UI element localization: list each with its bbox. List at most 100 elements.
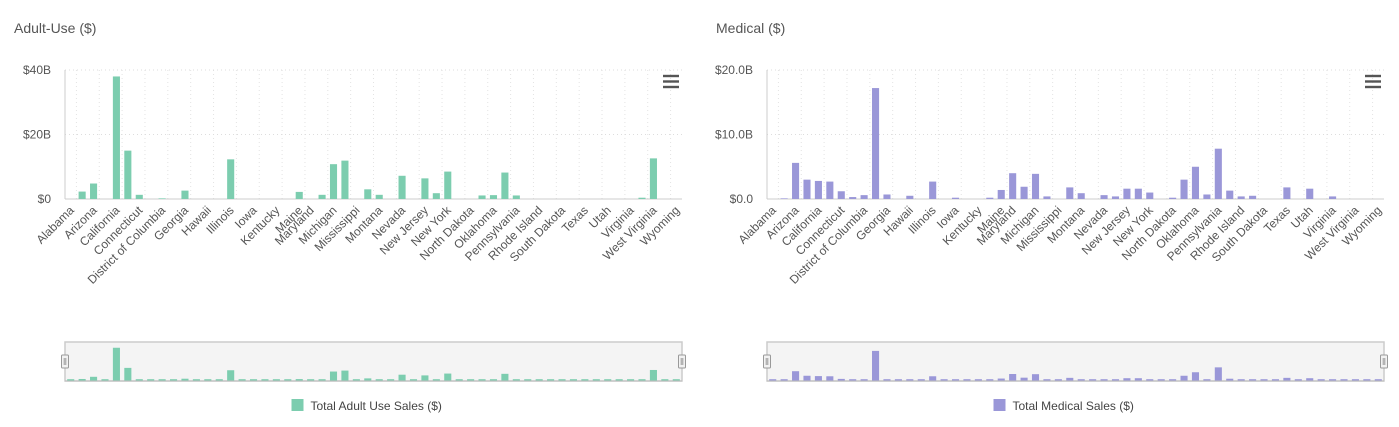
bar[interactable]: New Jersey: 6.4 xyxy=(421,178,429,199)
navigator-bar xyxy=(1374,379,1382,381)
navigator[interactable] xyxy=(763,341,1388,382)
bar[interactable]: Rhode Island: 0.4 xyxy=(1237,196,1245,199)
bar[interactable]: Massachusetts: 1.3 xyxy=(318,194,326,199)
bar[interactable]: Massachusetts: 1.9 xyxy=(1020,186,1028,199)
bar[interactable]: Ohio: 1.1 xyxy=(478,195,486,199)
navigator-bar xyxy=(672,379,680,381)
bar[interactable]: Maine: 2.2 xyxy=(295,191,303,199)
bar[interactable]: New Mexico: 1.8 xyxy=(432,193,440,199)
navigator-bar xyxy=(1283,377,1291,381)
bar[interactable]: West Virginia: 12.6 xyxy=(649,158,657,199)
bar[interactable]: Iowa: 0.2 xyxy=(951,197,960,199)
navigator-handle-grip[interactable] xyxy=(763,354,771,369)
bar[interactable]: Nevada: 7.2 xyxy=(398,175,406,199)
bar[interactable]: New Mexico: 1.6 xyxy=(1134,188,1142,199)
navigator-handle[interactable] xyxy=(763,354,771,369)
navigator-bar xyxy=(860,379,868,381)
navigator-handle[interactable] xyxy=(1380,354,1388,369)
bar[interactable]: Oregon: 0.7 xyxy=(1203,194,1211,199)
bar[interactable]: Ohio: 3 xyxy=(1180,179,1188,199)
bar[interactable]: Illinois: 12.3 xyxy=(227,159,235,199)
navigator-handle-grip[interactable] xyxy=(1380,354,1388,369)
bar[interactable]: South Carolina: 0.5 xyxy=(1249,195,1257,199)
navigator-bar xyxy=(1214,367,1222,381)
navigator-bar xyxy=(649,369,657,381)
bar[interactable]: Pennsylvania: 7.8 xyxy=(1214,148,1222,199)
bar[interactable]: North Dakota: 0.2 xyxy=(1169,197,1177,199)
navigator-bar xyxy=(432,379,440,381)
bar[interactable]: Hawaii: 0.5 xyxy=(906,195,914,199)
bar[interactable]: Montana: 1.3 xyxy=(375,194,383,199)
navigator-bar xyxy=(307,379,315,381)
navigator-bar xyxy=(1294,379,1302,381)
bar[interactable]: Arizona: 5.6 xyxy=(792,162,800,199)
bar[interactable]: Arizona: 4.8 xyxy=(90,183,98,199)
navigator-handle[interactable] xyxy=(678,354,686,369)
bar[interactable]: New Hampshire: 0.4 xyxy=(1111,196,1120,199)
bar[interactable]: Missouri: 3 xyxy=(364,189,372,199)
hamburger-menu-icon[interactable] xyxy=(1362,72,1384,92)
bar[interactable]: Connecticut: 1.2 xyxy=(837,191,845,199)
bar[interactable]: Illinois: 2.7 xyxy=(929,181,937,199)
bar[interactable]: Utah: 1.6 xyxy=(1306,188,1314,199)
horizontal-grid-lines xyxy=(767,69,1384,135)
bar[interactable]: Michigan: 3.9 xyxy=(1031,173,1040,199)
navigator-handle-grip[interactable] xyxy=(678,354,686,369)
bar[interactable]: Missouri: 1.8 xyxy=(1066,187,1074,199)
navigator-bar xyxy=(375,379,383,381)
bar[interactable]: Alaska: 2.3 xyxy=(78,191,86,199)
bar[interactable]: Maryland: 4 xyxy=(1009,173,1017,199)
navigator-bar xyxy=(997,378,1005,381)
bar[interactable]: Minnesota: 11.9 xyxy=(341,160,349,199)
medical-bar-chart: $0.0$10.0B$20.0BAlaska: 0.1Arizona: 5.6A… xyxy=(715,63,1388,413)
bar[interactable]: Georgia: 0.7 xyxy=(883,194,891,199)
legend-label[interactable]: Total Medical Sales ($) xyxy=(1013,399,1134,413)
legend-item[interactable]: Total Adult Use Sales ($) xyxy=(291,399,442,413)
navigator-bar xyxy=(592,379,600,381)
navigator[interactable] xyxy=(61,341,686,382)
navigator-handle-grip[interactable] xyxy=(61,354,69,369)
bar[interactable]: Oklahoma: 1.2 xyxy=(489,195,498,199)
bar[interactable]: Puerto Rico: 1.3 xyxy=(1226,190,1234,199)
bar[interactable]: Connecticut: 1.3 xyxy=(135,194,143,199)
bar[interactable]: District of Columbia: 0.6 xyxy=(860,195,868,199)
bar[interactable]: Arkansas: 3 xyxy=(803,179,811,199)
navigator-bar xyxy=(849,379,857,381)
bar[interactable]: Oklahoma: 5 xyxy=(1191,166,1200,199)
bar[interactable]: Virginia: 0.4 xyxy=(1329,196,1337,199)
bar[interactable]: New York: 1 xyxy=(1146,192,1154,199)
navigator-bar xyxy=(489,379,498,381)
bar[interactable]: Colorado: 15 xyxy=(124,150,132,199)
bar[interactable]: New York: 8.5 xyxy=(444,171,452,199)
bar[interactable]: Nevada: 0.6 xyxy=(1100,195,1108,199)
bar[interactable]: Georgia: 2.6 xyxy=(181,190,189,199)
hamburger-menu-icon[interactable] xyxy=(660,72,682,92)
bar[interactable]: Oregon: 8.2 xyxy=(501,172,509,199)
navigator-bar xyxy=(1317,379,1325,381)
legend-label[interactable]: Total Adult Use Sales ($) xyxy=(311,399,442,413)
bar[interactable]: Minnesota: 0.4 xyxy=(1043,196,1051,199)
bar[interactable]: Michigan: 10.8 xyxy=(329,164,338,199)
bar[interactable]: Delaware: 0.3 xyxy=(849,197,857,199)
bar[interactable]: Texas: 1.8 xyxy=(1283,187,1291,199)
bar[interactable]: Louisiana: 0.2 xyxy=(986,197,994,199)
bar[interactable]: California: 38 xyxy=(112,76,120,199)
bar[interactable]: District of Columbia: 0.2 xyxy=(158,198,166,199)
navigator-handle[interactable] xyxy=(61,354,69,369)
bar[interactable]: Alaska: 0.1 xyxy=(780,198,788,199)
navigator-bar xyxy=(638,379,646,381)
navigator-bar xyxy=(318,379,326,381)
navigator-bar xyxy=(974,379,982,381)
bar[interactable]: Washington: 0.4 xyxy=(638,197,646,199)
legend-item[interactable]: Total Medical Sales ($) xyxy=(993,399,1134,413)
bar[interactable]: California: 2.8 xyxy=(814,180,822,199)
bar[interactable]: Pennsylvania: 1.1 xyxy=(512,195,520,199)
bar[interactable]: New Jersey: 1.6 xyxy=(1123,188,1131,199)
navigator-bar xyxy=(135,379,143,381)
bar[interactable]: Florida: 17.2 xyxy=(872,88,880,199)
bar[interactable]: Montana: 0.9 xyxy=(1077,193,1085,199)
bar[interactable]: Maine: 1.4 xyxy=(997,189,1005,199)
y-tick-label: $0.0 xyxy=(730,192,754,206)
navigator-bar xyxy=(238,379,246,381)
bar[interactable]: Colorado: 2.7 xyxy=(826,181,834,199)
